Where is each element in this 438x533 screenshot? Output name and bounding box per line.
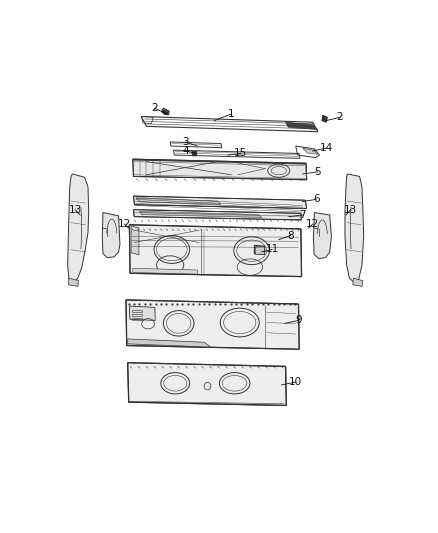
Polygon shape <box>130 306 155 320</box>
Polygon shape <box>353 278 363 286</box>
Text: 12: 12 <box>118 219 131 229</box>
Polygon shape <box>133 268 197 274</box>
Text: 12: 12 <box>306 219 319 229</box>
Polygon shape <box>345 174 364 282</box>
Polygon shape <box>162 108 169 115</box>
Text: 2: 2 <box>152 103 158 114</box>
Text: 3: 3 <box>182 137 189 147</box>
Bar <box>132 318 142 320</box>
Text: 13: 13 <box>344 205 357 215</box>
Text: 9: 9 <box>295 316 302 326</box>
Text: 5: 5 <box>314 167 321 177</box>
Polygon shape <box>128 339 211 347</box>
Text: 7: 7 <box>299 210 306 220</box>
Polygon shape <box>314 213 332 259</box>
Polygon shape <box>322 115 327 122</box>
Text: 1: 1 <box>228 109 235 119</box>
Text: 8: 8 <box>287 230 294 240</box>
Text: 6: 6 <box>313 195 319 204</box>
Bar <box>132 310 142 312</box>
Polygon shape <box>131 225 139 255</box>
Text: 13: 13 <box>68 205 82 215</box>
Bar <box>255 246 264 254</box>
Polygon shape <box>67 174 88 282</box>
Polygon shape <box>286 122 318 130</box>
Text: 2: 2 <box>336 112 343 122</box>
Text: 14: 14 <box>320 143 333 153</box>
Polygon shape <box>102 213 120 257</box>
Polygon shape <box>134 197 306 207</box>
Polygon shape <box>136 198 221 204</box>
Polygon shape <box>128 364 286 405</box>
Polygon shape <box>134 160 306 179</box>
Text: 4: 4 <box>182 146 189 156</box>
Polygon shape <box>303 148 318 154</box>
Bar <box>132 314 142 317</box>
Polygon shape <box>140 211 262 217</box>
Polygon shape <box>127 301 298 349</box>
Polygon shape <box>130 225 301 276</box>
Text: 15: 15 <box>234 148 247 158</box>
Text: 11: 11 <box>265 245 279 254</box>
Text: 10: 10 <box>289 377 302 387</box>
Polygon shape <box>134 211 300 219</box>
Polygon shape <box>68 278 78 286</box>
